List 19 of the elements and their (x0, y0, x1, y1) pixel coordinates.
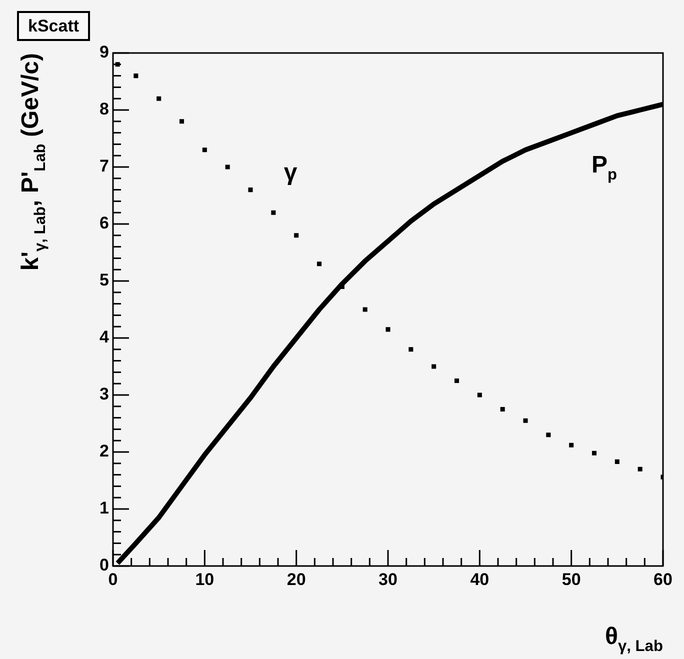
y-tick-label: 6 (100, 214, 109, 233)
y-tick-label: 8 (100, 100, 109, 119)
x-tick-label: 10 (195, 570, 214, 589)
y-tick-label: 2 (100, 442, 109, 461)
y-tick-label: 0 (100, 556, 109, 575)
chart-title: kScatt (28, 16, 80, 36)
x-tick-label: 20 (286, 570, 306, 589)
y-tick-label: 5 (100, 270, 109, 290)
y-tick-label: 4 (100, 328, 110, 347)
x-tick-label: 50 (562, 570, 581, 589)
x-tick-label: 40 (470, 570, 490, 589)
y-axis-title: k'γ, Lab, P'Lab (GeV/c) (17, 52, 50, 271)
x-tick-label: 30 (378, 570, 398, 589)
y-tick-label: 3 (100, 384, 109, 404)
x-tick-label: 60 (654, 570, 672, 589)
series-label: γ (284, 158, 298, 186)
y-tick-label: 1 (100, 498, 109, 518)
y-tick-label: 9 (100, 42, 109, 62)
y-tick-label: 7 (100, 156, 109, 176)
